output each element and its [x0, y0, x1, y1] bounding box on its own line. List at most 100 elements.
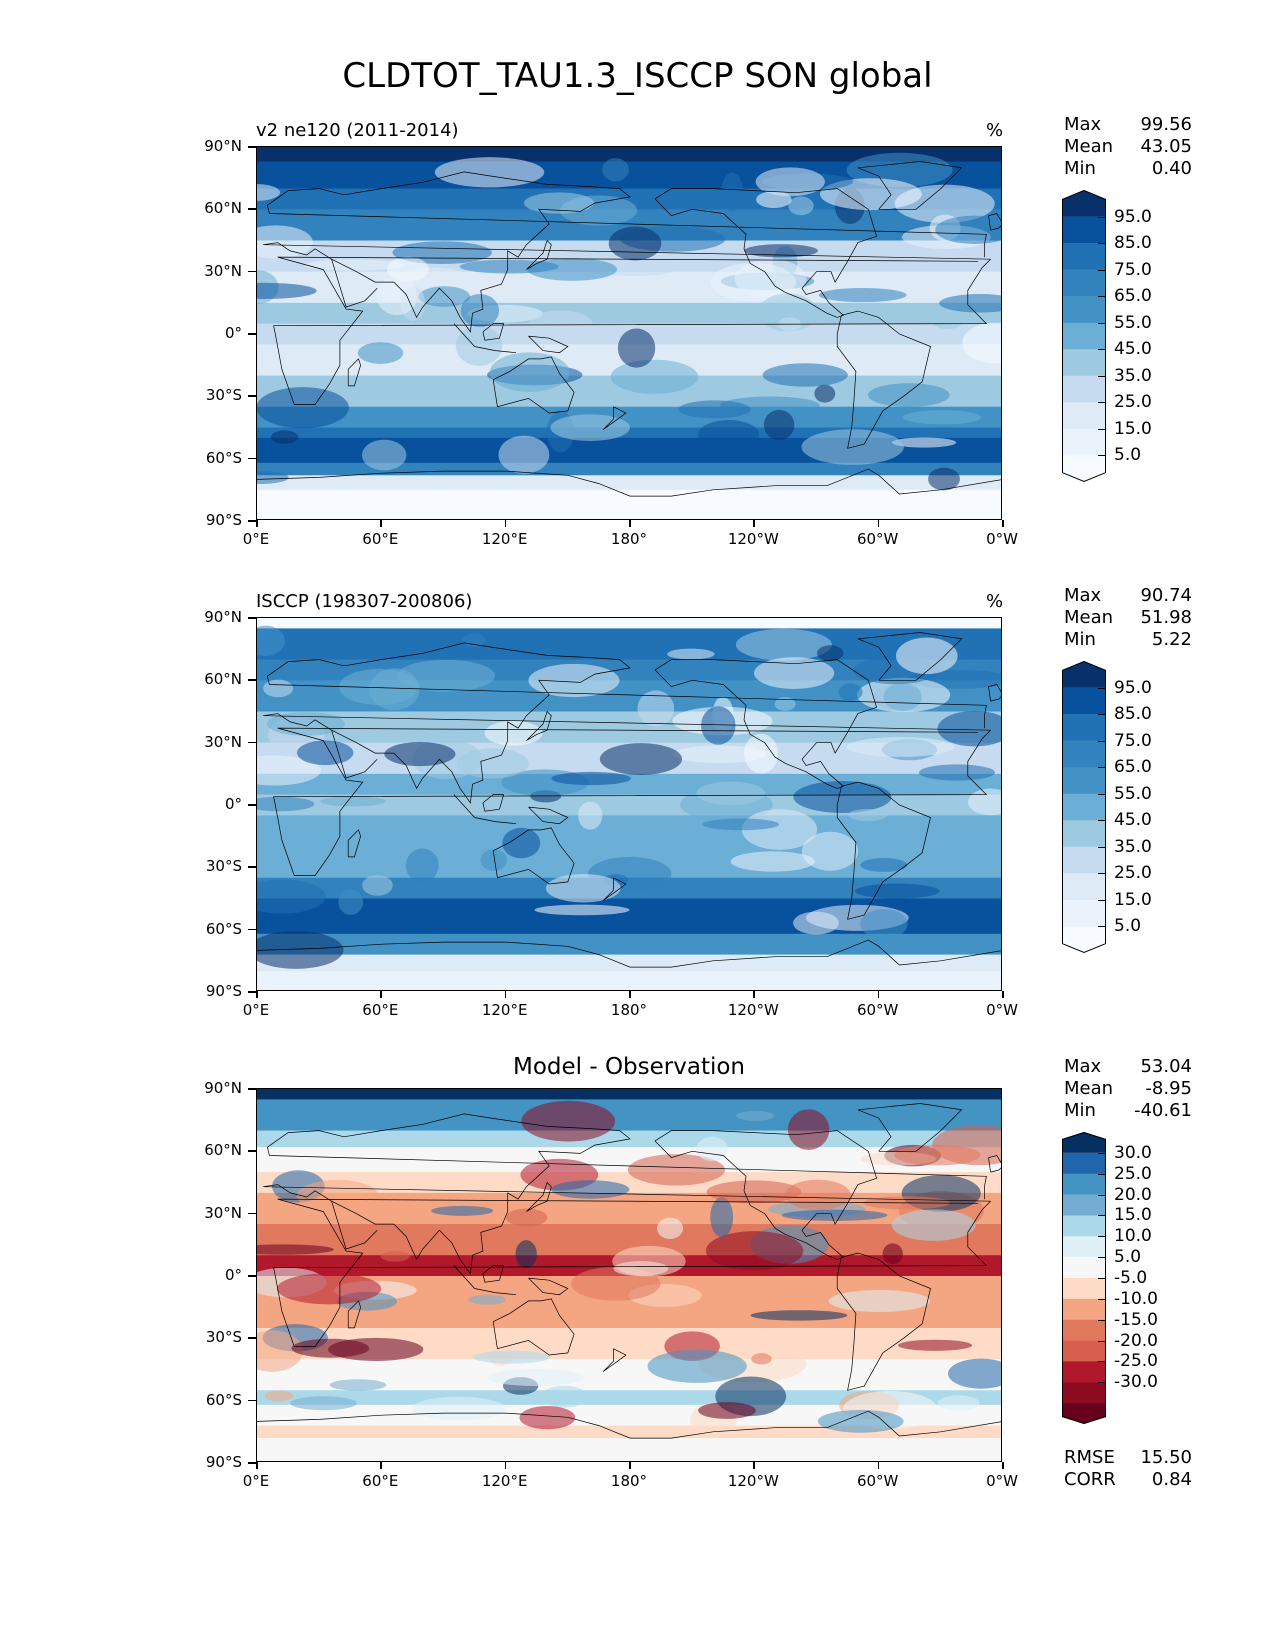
contour-patch — [627, 1154, 726, 1186]
coastline — [492, 356, 575, 414]
colorbar-tick-label: -25.0 — [1114, 1351, 1158, 1372]
contour-patch — [612, 1245, 686, 1277]
colorbar-segment — [1062, 1278, 1106, 1300]
colorbar-segment — [1062, 455, 1106, 482]
contour-patch — [480, 849, 508, 871]
colorbar-tick-mark — [1098, 687, 1106, 689]
contour-patch — [848, 808, 888, 822]
contour-patch — [462, 633, 486, 648]
contour-patch — [948, 1358, 1001, 1389]
x-tick-label: 180° — [610, 1472, 648, 1490]
coastline — [482, 1265, 505, 1283]
x-tick-label: 120°E — [481, 530, 528, 548]
contour-patch — [257, 387, 349, 429]
contour-patch — [763, 409, 795, 440]
panel-difference: Model - Observation Max 53.04 Mean -8.95 M… — [0, 1054, 1275, 1532]
contour-patch — [328, 1337, 424, 1362]
coastline — [528, 806, 569, 825]
coastline — [257, 1410, 1001, 1439]
colorbar-tick-mark — [1098, 1194, 1106, 1196]
contour-patch — [455, 325, 503, 366]
colorbar-tick-label: -10.0 — [1114, 1288, 1158, 1309]
contour-band — [257, 1438, 1001, 1461]
colorbar-segment — [1062, 1152, 1106, 1175]
contour-patch — [551, 771, 631, 786]
colorbar-tick-mark — [1098, 873, 1106, 875]
contour-patch — [304, 259, 405, 271]
y-tick-mark — [248, 1399, 256, 1402]
x-tick-mark — [877, 1462, 880, 1469]
contour-patch — [755, 167, 825, 197]
x-tick-mark — [380, 520, 382, 527]
colorbar-segment — [1062, 1403, 1106, 1424]
contour-patch — [617, 328, 656, 368]
min-label: Min — [1064, 629, 1096, 650]
contour-band — [257, 427, 1001, 439]
contour-patch — [814, 384, 836, 403]
contour-patch — [502, 827, 541, 859]
coastline — [331, 259, 378, 308]
colorbar-tick-mark — [1098, 216, 1106, 218]
colorbar-segment — [1062, 1382, 1106, 1404]
colorbar-segment — [1062, 243, 1106, 270]
x-tick-label: 180° — [610, 1001, 648, 1019]
coastline — [347, 1300, 361, 1329]
contour-patch — [894, 1144, 981, 1166]
contour-patch — [257, 1330, 303, 1372]
colorbar-tick-mark — [1098, 455, 1106, 457]
contour-patch — [828, 1289, 931, 1312]
contour-band — [257, 933, 1001, 956]
panel-model: v2 ne120 (2011-2014) % Max 99.56 Mean 43.0… — [0, 114, 1275, 590]
contour-patch — [774, 697, 796, 711]
contour-patch — [750, 1310, 848, 1321]
contour-patch — [263, 679, 294, 698]
colorbar-segment — [1062, 322, 1106, 350]
colorbar-segment — [1062, 1236, 1106, 1258]
coastline — [347, 829, 361, 858]
colorbar-tick-mark — [1098, 375, 1106, 377]
y-tick-label: 90°S — [205, 982, 242, 1000]
contour-patch — [931, 312, 963, 330]
contour-patch — [405, 848, 439, 883]
coastline — [331, 1201, 378, 1250]
colorbar-segment — [1062, 740, 1106, 768]
colorbar-tick-mark — [1098, 402, 1106, 404]
contour-patch — [935, 215, 1001, 244]
contour-patch — [667, 648, 715, 660]
contour-patch — [610, 359, 699, 394]
coastline — [526, 239, 552, 270]
y-tick-label: 60°S — [205, 448, 242, 467]
coastline — [453, 323, 517, 354]
x-tick-label: 120°W — [727, 1001, 779, 1019]
coastline — [257, 939, 1001, 968]
contour-patch — [918, 764, 995, 781]
mean-value: -8.95 — [1145, 1078, 1192, 1099]
x-tick-label: 0°E — [242, 1472, 270, 1490]
contour-band — [257, 711, 1001, 744]
colorbar-segment — [1062, 661, 1106, 688]
contour-patch — [788, 196, 814, 216]
colorbar-tick-label: 10.0 — [1114, 1226, 1152, 1247]
max-value: 90.74 — [1140, 585, 1192, 606]
coastline — [836, 1252, 931, 1391]
colorbar-tick-label: -30.0 — [1114, 1372, 1158, 1393]
max-value: 99.56 — [1140, 114, 1192, 135]
contour-patch — [903, 410, 982, 425]
colorbar-tick-label: 95.0 — [1114, 206, 1152, 227]
min-value: 0.40 — [1151, 158, 1192, 179]
corr-label: CORR — [1064, 1469, 1116, 1490]
x-tick-mark — [504, 520, 507, 527]
x-tick-mark — [256, 520, 258, 527]
contour-patch — [459, 259, 559, 274]
x-tick-label: 60°E — [362, 530, 399, 548]
coastline — [526, 1181, 552, 1212]
colorbar-tick-label: -20.0 — [1114, 1330, 1158, 1351]
contour-patch — [290, 1396, 357, 1411]
y-tick-label: 90°N — [204, 137, 242, 155]
x-tick-mark — [877, 991, 880, 998]
y-tick-label: 90°S — [205, 1453, 242, 1471]
colorbar-tick-mark — [1098, 1236, 1106, 1238]
x-tick-mark — [380, 991, 382, 998]
coastline — [347, 358, 361, 387]
mean-label: Mean — [1064, 1078, 1114, 1099]
